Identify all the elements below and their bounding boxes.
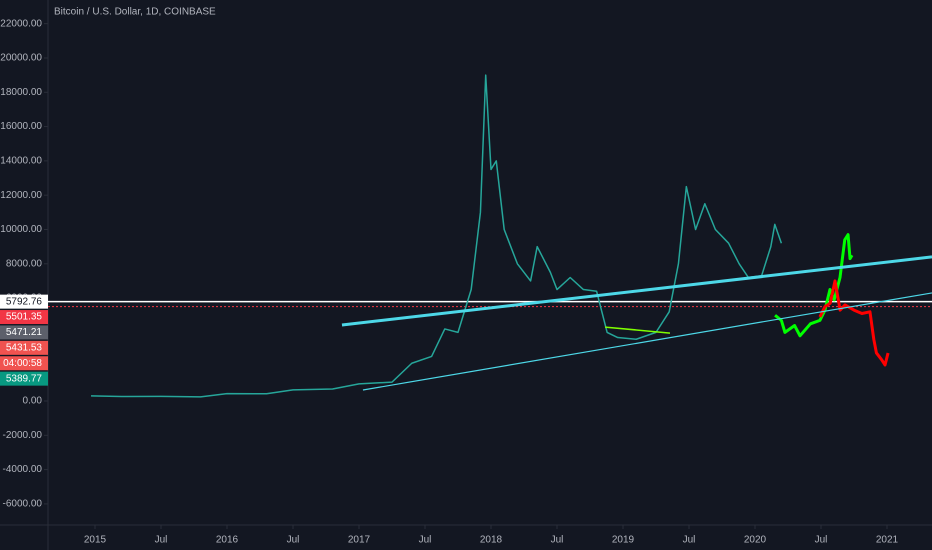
x-tick-label: 2019 bbox=[612, 535, 635, 546]
y-tick-label: 20000.00 bbox=[0, 53, 42, 64]
y-tick-label: 22000.00 bbox=[0, 18, 42, 29]
x-tick-label: 2020 bbox=[744, 535, 767, 546]
y-tick-label: -2000.00 bbox=[3, 430, 43, 441]
price-label: 5501.35 bbox=[6, 312, 43, 323]
y-tick-label: -6000.00 bbox=[3, 499, 43, 510]
x-tick-label: 2016 bbox=[216, 535, 239, 546]
price-label: 04:00:58 bbox=[3, 358, 42, 369]
price-label-box bbox=[0, 294, 48, 309]
price-label-box bbox=[0, 371, 48, 386]
chart-title: Bitcoin / U.S. Dollar, 1D, COINBASE bbox=[54, 7, 216, 18]
price-label: 5389.77 bbox=[6, 373, 43, 384]
x-tick-label: Jul bbox=[815, 535, 828, 546]
y-tick-label: -4000.00 bbox=[3, 464, 43, 475]
price-label: 5431.53 bbox=[6, 342, 43, 353]
price-label-box bbox=[0, 325, 48, 340]
y-tick-label: 18000.00 bbox=[0, 87, 42, 98]
x-tick-label: 2018 bbox=[480, 535, 503, 546]
price-label: 5792.76 bbox=[6, 296, 43, 307]
price-line bbox=[91, 74, 783, 398]
price-label: 5471.21 bbox=[6, 327, 43, 338]
x-tick-label: 2015 bbox=[84, 535, 107, 546]
trendline bbox=[604, 326, 671, 334]
x-tick-label: Jul bbox=[155, 535, 168, 546]
trendline bbox=[362, 292, 932, 391]
y-tick-label: 10000.00 bbox=[0, 224, 42, 235]
price-label-box bbox=[0, 340, 48, 355]
x-tick-label: Jul bbox=[551, 535, 564, 546]
x-tick-label: 2021 bbox=[876, 535, 899, 546]
y-tick-label: 16000.00 bbox=[0, 121, 42, 132]
y-tick-label: 14000.00 bbox=[0, 156, 42, 167]
y-tick-label: 0.00 bbox=[23, 396, 43, 407]
price-label-box bbox=[0, 356, 48, 371]
x-tick-label: 2017 bbox=[348, 535, 371, 546]
trendline bbox=[341, 255, 932, 327]
price-line bbox=[774, 233, 854, 338]
y-tick-label: 12000.00 bbox=[0, 190, 42, 201]
y-tick-label: 8000.00 bbox=[6, 258, 43, 269]
x-tick-label: Jul bbox=[419, 535, 432, 546]
x-tick-label: Jul bbox=[683, 535, 696, 546]
price-label-box bbox=[0, 310, 48, 325]
x-tick-label: Jul bbox=[287, 535, 300, 546]
price-line bbox=[818, 279, 890, 367]
